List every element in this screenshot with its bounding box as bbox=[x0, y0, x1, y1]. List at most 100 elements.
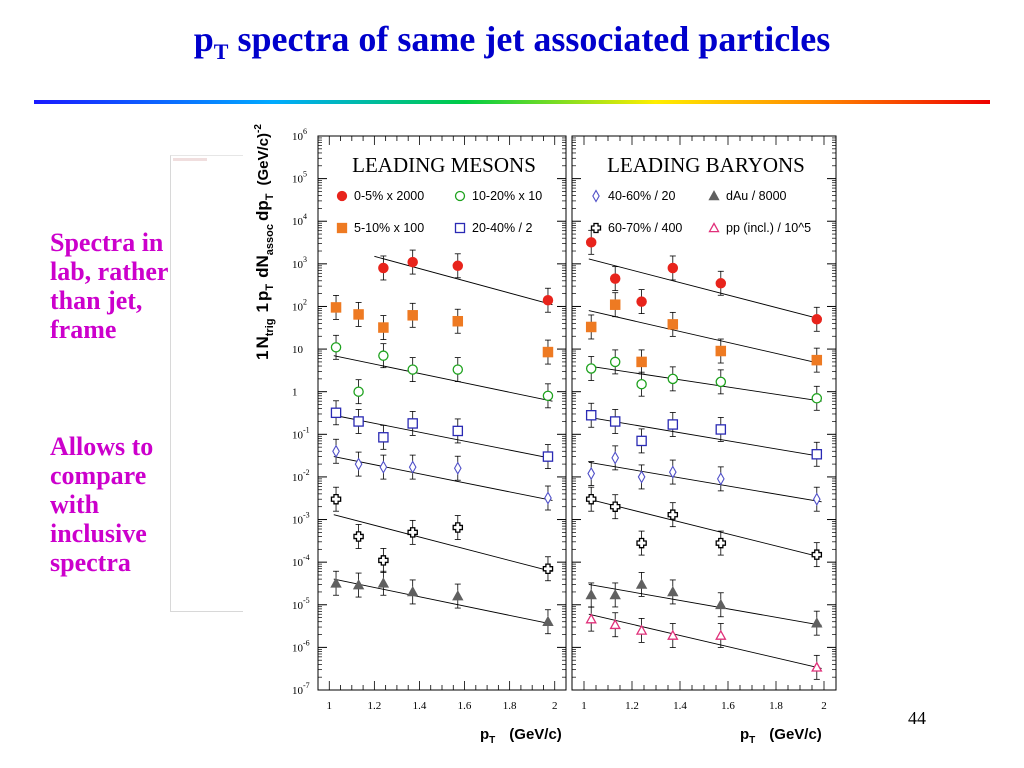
marker-triangle bbox=[667, 629, 679, 640]
fit-line bbox=[588, 310, 822, 365]
fit-line bbox=[333, 355, 553, 402]
marker-square bbox=[715, 424, 727, 435]
marker-cross bbox=[542, 563, 554, 575]
fit-line bbox=[333, 456, 553, 501]
marker-cross bbox=[330, 493, 342, 505]
inset-frame bbox=[170, 155, 243, 612]
y-tick-label: 104 bbox=[292, 212, 307, 228]
marker-square bbox=[454, 222, 466, 234]
y-tick-label: 10-7 bbox=[292, 681, 310, 697]
marker-square bbox=[609, 416, 621, 427]
marker-triangle bbox=[715, 598, 727, 610]
marker-circle bbox=[330, 342, 342, 353]
data-series bbox=[330, 334, 554, 409]
title-rest: spectra of same jet associated particles bbox=[228, 19, 831, 59]
chart-panel-2: 1 1.2 1.4 1.6 1.8 2 LEADING BARYONS 40-60% / 20… bbox=[571, 135, 837, 712]
marker-cross bbox=[636, 537, 647, 549]
y-tick-label: 10-4 bbox=[292, 553, 310, 569]
y-tick-label: 1 bbox=[292, 387, 298, 399]
legend-label: 40-60% / 20 bbox=[608, 189, 675, 203]
panel-title: LEADING MESONS bbox=[352, 153, 536, 177]
legend-label: 0-5% x 2000 bbox=[354, 189, 424, 203]
marker-triangle bbox=[708, 222, 720, 233]
side-text-1: Spectra in lab, rather than jet, frame bbox=[50, 228, 220, 344]
y-tick-label: 105 bbox=[292, 170, 307, 186]
title-main: p bbox=[193, 19, 214, 59]
marker-triangle bbox=[609, 589, 621, 600]
marker-diamond bbox=[812, 492, 821, 506]
side-text-2-line: with bbox=[50, 490, 100, 519]
marker-circle bbox=[378, 350, 389, 361]
marker-triangle bbox=[585, 613, 597, 624]
marker-circle bbox=[636, 378, 647, 390]
fit-line bbox=[333, 514, 553, 573]
marker-triangle bbox=[708, 190, 720, 201]
marker-square bbox=[330, 407, 342, 419]
marker-circle bbox=[542, 294, 554, 306]
data-series bbox=[585, 229, 823, 332]
marker-circle bbox=[353, 386, 364, 397]
legend-label: 20-40% / 2 bbox=[472, 221, 533, 235]
x-axis-label-right: pT (GeV/c) bbox=[740, 726, 822, 746]
fit-line bbox=[588, 365, 822, 402]
marker-cross bbox=[811, 549, 823, 560]
marker-diamond bbox=[332, 444, 340, 458]
marker-square bbox=[542, 346, 554, 358]
panel-title: LEADING BARYONS bbox=[607, 153, 805, 177]
chart-panel-1: 1 1.2 1.4 1.6 1.8 2 LEADING MESONS 0-5% x 2000 1… bbox=[317, 135, 567, 712]
marker-cross bbox=[452, 522, 464, 533]
data-series bbox=[585, 606, 823, 680]
marker-triangle bbox=[406, 586, 419, 597]
marker-diamond bbox=[637, 470, 646, 484]
marker-triangle bbox=[352, 579, 365, 590]
data-series bbox=[585, 292, 823, 375]
data-series bbox=[330, 486, 554, 582]
marker-circle bbox=[452, 260, 464, 272]
marker-square bbox=[585, 410, 597, 421]
marker-square bbox=[585, 321, 597, 333]
legend-label: 60-70% / 400 bbox=[608, 221, 682, 235]
fit-line bbox=[374, 255, 553, 306]
marker-square bbox=[336, 222, 348, 234]
data-series bbox=[332, 438, 553, 511]
marker-square bbox=[609, 299, 621, 310]
side-text-1-line: frame bbox=[50, 315, 117, 344]
marker-square bbox=[715, 345, 727, 357]
marker-circle bbox=[667, 373, 679, 385]
marker-diamond bbox=[611, 451, 620, 465]
marker-square bbox=[452, 425, 464, 437]
marker-square bbox=[542, 451, 554, 462]
fit-line bbox=[588, 416, 822, 458]
marker-circle bbox=[609, 273, 621, 284]
data-series bbox=[585, 486, 823, 568]
fit-line bbox=[588, 461, 822, 503]
marker-circle bbox=[636, 296, 647, 307]
marker-cross bbox=[609, 501, 621, 512]
marker-square bbox=[636, 435, 647, 447]
marker-triangle bbox=[542, 615, 554, 627]
marker-diamond bbox=[587, 466, 596, 481]
marker-circle bbox=[452, 364, 464, 375]
legend-label: 10-20% x 10 bbox=[472, 189, 542, 203]
marker-square bbox=[667, 319, 679, 330]
data-series bbox=[330, 400, 554, 469]
data-series bbox=[585, 349, 823, 411]
marker-diamond bbox=[354, 457, 363, 471]
frame-mark bbox=[173, 158, 207, 161]
marker-diamond bbox=[379, 460, 388, 474]
marker-circle bbox=[585, 363, 597, 374]
marker-square bbox=[330, 302, 342, 313]
fit-line bbox=[333, 578, 553, 625]
marker-triangle bbox=[452, 590, 464, 601]
x-tick-label: 1.8 bbox=[769, 700, 783, 712]
side-text-1-line: lab, rather bbox=[50, 257, 169, 286]
legend-label: dAu / 8000 bbox=[726, 189, 787, 203]
marker-cross bbox=[378, 555, 389, 566]
marker-circle bbox=[407, 364, 418, 375]
data-series bbox=[585, 572, 823, 636]
marker-circle bbox=[715, 278, 727, 289]
marker-square bbox=[452, 315, 464, 327]
side-text-2: Allows to compare with inclusive spectra bbox=[50, 432, 220, 577]
panel-frame bbox=[571, 135, 837, 691]
y-tick-label: 10-6 bbox=[292, 638, 310, 654]
